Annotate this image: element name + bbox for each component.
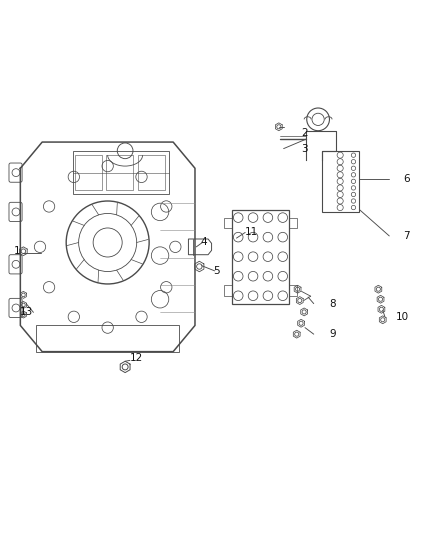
Bar — [289, 285, 297, 296]
Bar — [75, 155, 102, 190]
Text: 5: 5 — [213, 266, 220, 276]
Text: 8: 8 — [329, 298, 336, 309]
Bar — [224, 217, 232, 228]
Text: 1: 1 — [14, 246, 21, 256]
Text: 6: 6 — [403, 174, 410, 184]
Bar — [289, 217, 297, 228]
Bar — [36, 326, 179, 352]
Text: 11: 11 — [245, 227, 258, 237]
Text: 4: 4 — [201, 238, 207, 247]
Bar — [224, 285, 232, 296]
Bar — [138, 155, 165, 190]
Text: 2: 2 — [301, 128, 307, 139]
Text: 9: 9 — [329, 329, 336, 339]
Bar — [106, 155, 134, 190]
Text: 7: 7 — [403, 231, 410, 241]
Bar — [73, 151, 169, 195]
Text: 10: 10 — [396, 312, 409, 322]
Bar — [321, 151, 359, 212]
Bar — [232, 210, 289, 304]
Text: 13: 13 — [19, 308, 33, 317]
Text: 12: 12 — [129, 353, 143, 363]
Text: 3: 3 — [301, 143, 307, 154]
